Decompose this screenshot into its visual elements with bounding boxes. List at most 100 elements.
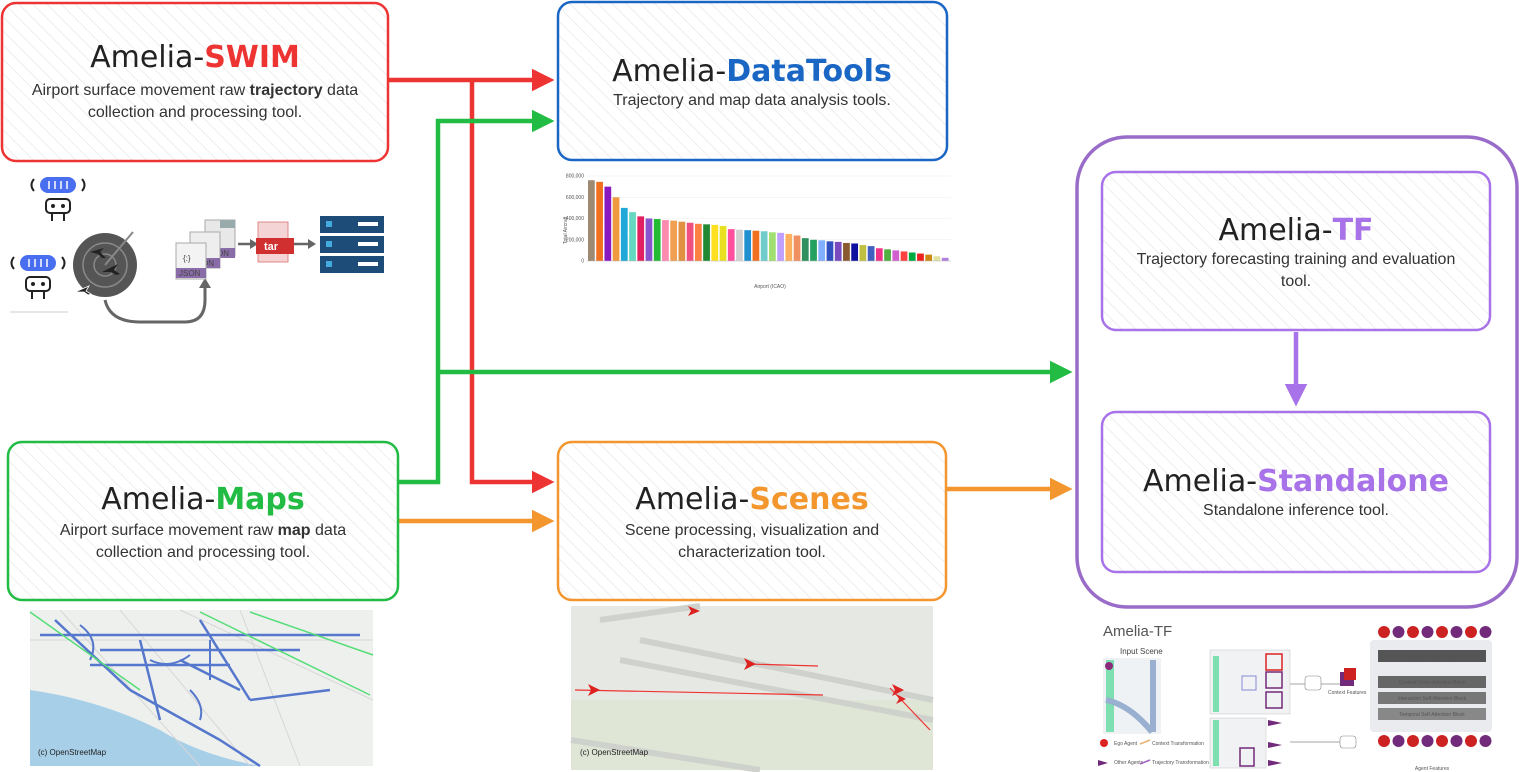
tf-box: Amelia-TF Trajectory forecasting trainin… <box>1100 170 1492 332</box>
svg-text:{:}: {:} <box>183 254 191 263</box>
chart-bar <box>875 248 883 261</box>
chart-bar <box>843 242 850 261</box>
tf-block-interaction-self <box>1378 692 1486 704</box>
chart-bar <box>760 231 768 261</box>
tf-group-frame <box>1075 135 1519 609</box>
svg-text:tar: tar <box>264 241 279 253</box>
radar-icon <box>73 231 137 297</box>
tf-output-tokens <box>1378 626 1492 638</box>
svg-text:Context Cross-Attention Block: Context Cross-Attention Block <box>1399 680 1466 686</box>
chart-bar <box>941 257 949 261</box>
tf-token <box>1465 735 1477 747</box>
chart-bar <box>678 221 686 261</box>
tf-token <box>1436 735 1448 747</box>
chart-bar <box>801 238 809 261</box>
chart-bar <box>826 241 834 261</box>
tf-block-temporal-self <box>1378 708 1486 720</box>
tf-arch-title: Amelia-TF <box>1103 623 1172 640</box>
swim-box: Amelia-SWIM Airport surface movement raw… <box>0 1 390 163</box>
chart-bar <box>727 229 735 262</box>
chart-bar <box>686 222 694 261</box>
chart-bar <box>908 252 916 261</box>
maps-desc-line1: Airport surface movement raw map data <box>60 522 346 539</box>
standalone-box: Amelia-Standalone Standalone inference t… <box>1100 410 1492 574</box>
tf-title: Amelia-TF <box>1218 213 1373 248</box>
chart-bar <box>810 239 817 261</box>
chart-bar <box>900 251 908 261</box>
chart-bar <box>834 241 842 262</box>
chart-bar <box>744 230 752 261</box>
svg-text:Trajectory Transformation: Trajectory Transformation <box>1152 760 1209 766</box>
chart-bar <box>917 253 924 261</box>
scenes-title: Amelia-Scenes <box>635 482 868 517</box>
chart-ylabel: Total Aircraft <box>563 216 569 244</box>
chart-bar <box>629 212 636 261</box>
chart-ytick-label: 800,000 <box>566 174 584 180</box>
airplane-icon <box>688 606 700 616</box>
chart-bar <box>596 181 603 261</box>
tf-token <box>1421 626 1434 638</box>
tf-token <box>1392 626 1405 638</box>
chart-bar <box>612 197 620 261</box>
chart-bar <box>925 254 933 262</box>
tf-token <box>1378 735 1390 747</box>
tf-token <box>1450 626 1463 638</box>
arrow-swim-to-scenes <box>469 80 555 494</box>
chart-ytick-label: 200,000 <box>566 237 584 243</box>
svg-text:Temporal Self-Attention Block: Temporal Self-Attention Block <box>1399 712 1465 718</box>
tf-architecture-diagram: Amelia-TF Input Scene Context Features G… <box>1098 623 1492 772</box>
maps-osm-image: (c) OpenStreetMap <box>29 609 374 768</box>
tf-token <box>1450 735 1463 747</box>
tf-desc-line1: Trajectory forecasting training and eval… <box>1137 251 1456 268</box>
scenes-osm-credit: (c) OpenStreetMap <box>580 748 649 757</box>
chart-xlabel: Airport (ICAO) <box>754 284 786 290</box>
chart-bar <box>694 223 702 261</box>
scenes-desc-line2: characterization tool. <box>678 544 826 561</box>
chart-bar <box>620 207 628 262</box>
airplane-icon <box>892 684 904 696</box>
svg-text:ON: ON <box>217 249 229 258</box>
maps-osm-credit: (c) OpenStreetMap <box>38 748 107 757</box>
chart-bars <box>588 180 949 262</box>
chart-ytick-label: 600,000 <box>566 195 584 201</box>
chart-bar <box>933 256 941 261</box>
tf-desc-line2: tool. <box>1281 273 1311 290</box>
chart-bar <box>711 224 719 262</box>
chart-bar <box>604 186 612 262</box>
swim-desc-line2: collection and processing tool. <box>88 104 302 121</box>
datatools-desc: Trajectory and map data analysis tools. <box>613 92 891 109</box>
svg-text:Gaussian Mixture Model: Gaussian Mixture Model <box>1405 654 1459 660</box>
tar-archive-icon: tar <box>256 221 294 263</box>
chart-bar <box>645 218 653 261</box>
svg-text:Other Agents: Other Agents <box>1114 760 1144 766</box>
scenes-box: Amelia-Scenes Scene processing, visualiz… <box>556 440 948 602</box>
tf-token <box>1479 626 1492 638</box>
chart-bar <box>662 220 669 261</box>
chart-bar <box>719 225 727 261</box>
swim-title: Amelia-SWIM <box>90 40 300 75</box>
chart-bar <box>867 246 875 261</box>
chart-ytick-label: 400,000 <box>566 216 584 222</box>
chart-bar <box>588 180 595 261</box>
tf-token <box>1392 735 1405 747</box>
server-icon <box>320 216 384 273</box>
antenna-icon <box>30 177 86 221</box>
scenes-desc-line1: Scene processing, visualization and <box>625 522 879 539</box>
tf-token <box>1407 626 1419 638</box>
tf-token <box>1436 626 1448 638</box>
standalone-desc: Standalone inference tool. <box>1203 502 1389 519</box>
chart-bar <box>670 220 678 262</box>
tf-arch-context-features: Context Features <box>1328 690 1367 696</box>
tf-arch-input-scene: Input Scene <box>1120 647 1163 656</box>
tf-token <box>1378 626 1390 638</box>
chart-bar <box>777 232 784 261</box>
scenes-osm-image: (c) OpenStreetMap <box>570 603 934 772</box>
tf-arch-agent-features: Agent Features <box>1415 766 1450 772</box>
json-files-icon: {:} ON {:} ON {:} JSON <box>175 219 236 280</box>
tf-token <box>1421 735 1434 747</box>
connector-arrows <box>388 68 1308 533</box>
tf-block-context-cross <box>1378 676 1486 688</box>
airplane-icon <box>896 694 906 704</box>
airplane-icon <box>588 684 600 696</box>
